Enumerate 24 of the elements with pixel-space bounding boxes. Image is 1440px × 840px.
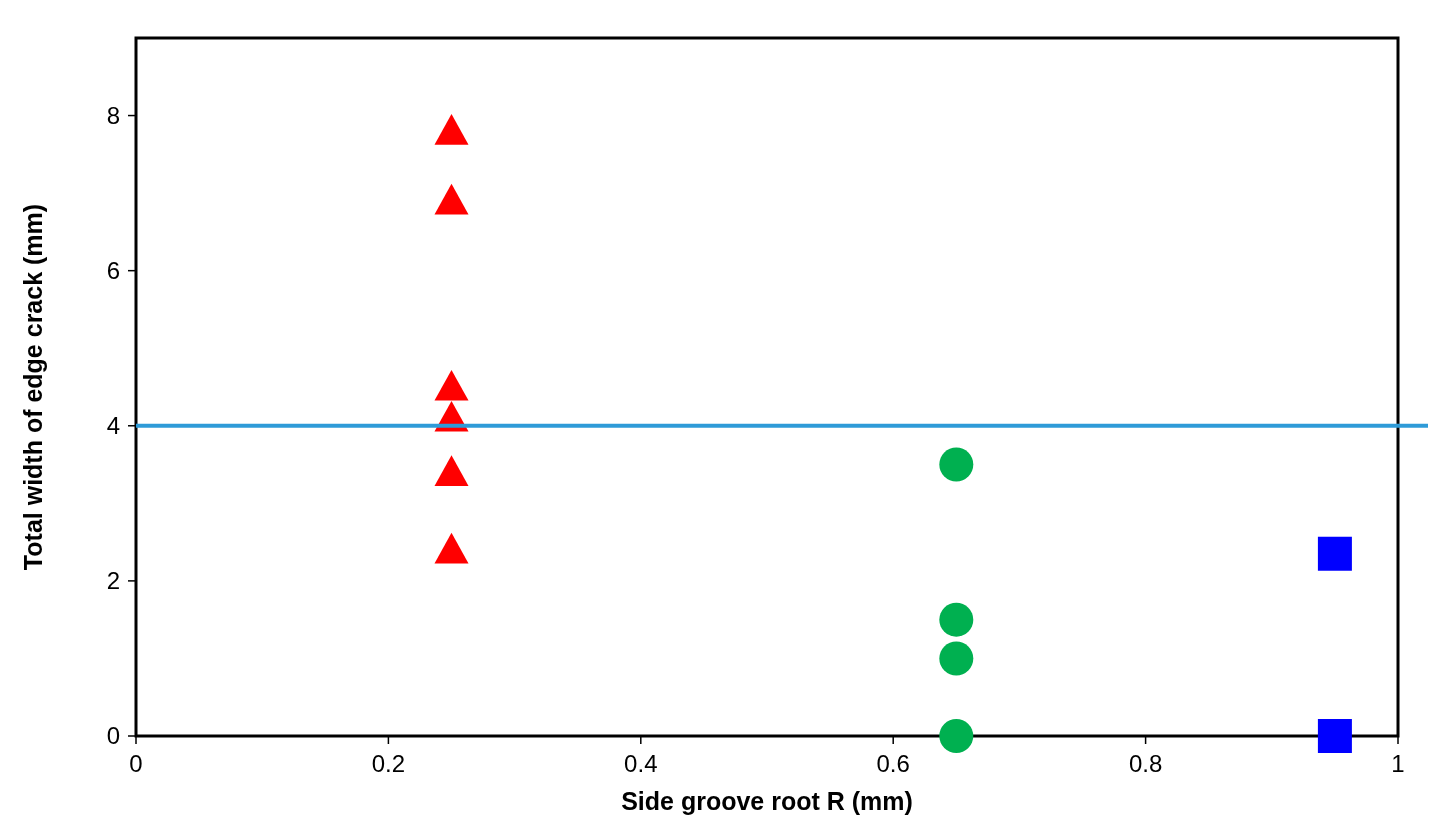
point bbox=[434, 455, 469, 486]
x-tick-label: 0.6 bbox=[876, 750, 910, 777]
y-tick-label: 0 bbox=[106, 722, 120, 750]
x-axis-title: Side groove root R (mm) bbox=[621, 787, 913, 815]
y-tick-label: 2 bbox=[106, 567, 120, 595]
point bbox=[939, 641, 974, 676]
y-axis-title: Total width of edge crack (mm) bbox=[19, 203, 47, 571]
x-tick-label: 1 bbox=[1391, 750, 1405, 777]
point bbox=[939, 447, 974, 482]
point bbox=[939, 602, 974, 637]
x-tick-label: 0.2 bbox=[371, 750, 406, 777]
point bbox=[434, 532, 469, 564]
point bbox=[1317, 536, 1352, 571]
y-tick-label: 6 bbox=[106, 257, 120, 285]
x-tick-label: 0.8 bbox=[1128, 750, 1163, 777]
point bbox=[434, 114, 469, 145]
point bbox=[939, 719, 974, 753]
point bbox=[1317, 719, 1352, 753]
x-tick-label: 0 bbox=[129, 750, 143, 777]
y-tick-label: 8 bbox=[106, 101, 120, 129]
y-tick-label: 4 bbox=[106, 412, 120, 440]
x-tick-label: 0.4 bbox=[624, 750, 658, 777]
point bbox=[434, 370, 469, 401]
point bbox=[434, 183, 469, 215]
